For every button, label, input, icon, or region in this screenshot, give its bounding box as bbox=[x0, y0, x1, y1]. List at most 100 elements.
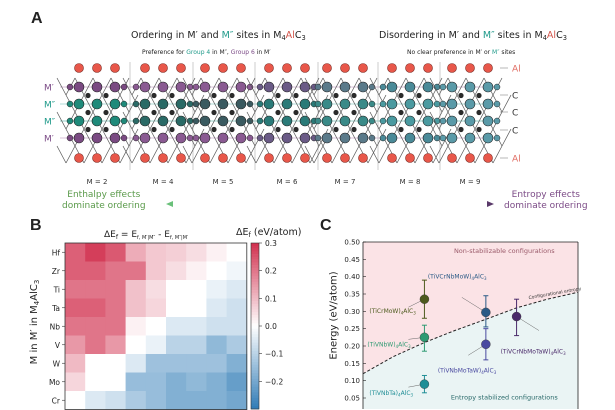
colorbar-segment bbox=[251, 303, 259, 307]
row-label: Mo bbox=[49, 378, 60, 387]
colorbar-segment bbox=[251, 281, 259, 285]
m-atom bbox=[281, 98, 293, 110]
heatmap-cell bbox=[226, 317, 248, 336]
heatmap-cell bbox=[145, 372, 167, 392]
m-atom bbox=[263, 81, 275, 93]
al-atom bbox=[264, 63, 274, 73]
c-atom bbox=[476, 92, 482, 99]
bond bbox=[331, 111, 342, 130]
bond bbox=[83, 77, 94, 96]
m-atom bbox=[339, 81, 351, 93]
configurational-entropy-curve bbox=[362, 291, 579, 375]
bond bbox=[367, 145, 378, 164]
colorbar-segment bbox=[251, 367, 259, 371]
colorbar-segment bbox=[251, 256, 259, 260]
y-tick-label: 0.30 bbox=[344, 308, 360, 316]
c-atom bbox=[476, 109, 482, 116]
m-atom bbox=[175, 81, 187, 93]
ordering-title: Ordering in M′ and M″ sites in M4AlC3 bbox=[131, 30, 306, 42]
m-atom bbox=[235, 115, 247, 127]
m-atom bbox=[464, 132, 476, 144]
colorbar-segment bbox=[251, 323, 259, 327]
m-atom bbox=[199, 98, 211, 110]
heatmap-cell bbox=[85, 317, 106, 336]
al-atom bbox=[176, 63, 186, 73]
m-atom bbox=[368, 117, 376, 125]
bond bbox=[456, 128, 467, 147]
m-atom bbox=[139, 81, 151, 93]
m-atom bbox=[404, 98, 416, 110]
colorbar-segment bbox=[251, 284, 259, 288]
bond bbox=[65, 145, 76, 164]
bond bbox=[349, 77, 360, 96]
bond bbox=[227, 145, 238, 164]
bond bbox=[101, 111, 112, 130]
m-atom bbox=[482, 132, 494, 144]
bond bbox=[291, 111, 302, 130]
c-atom bbox=[275, 126, 281, 133]
bond bbox=[456, 145, 467, 164]
structure-4 bbox=[246, 63, 329, 164]
y-tick-label: 0.35 bbox=[344, 291, 360, 299]
heatmap-cell bbox=[206, 298, 228, 318]
m-count-label: M = 4 bbox=[153, 178, 174, 186]
colorbar-segment bbox=[251, 312, 259, 316]
m-atom bbox=[482, 81, 494, 93]
bond bbox=[83, 128, 94, 147]
m-count-label: M = 7 bbox=[335, 178, 356, 186]
bond bbox=[83, 94, 94, 113]
heatmap-cell bbox=[125, 261, 147, 281]
bond bbox=[396, 94, 407, 113]
m-atom bbox=[281, 132, 293, 144]
bond bbox=[191, 145, 202, 164]
m-atom bbox=[91, 132, 103, 144]
bond bbox=[101, 145, 112, 164]
heatmap-cell bbox=[105, 280, 127, 299]
c-atom bbox=[333, 92, 339, 99]
m-atom bbox=[386, 132, 398, 144]
al-atom bbox=[74, 153, 84, 163]
c-atom bbox=[416, 126, 422, 133]
al-atom bbox=[465, 153, 475, 163]
m-atom bbox=[368, 134, 376, 142]
colorbar-segment bbox=[251, 276, 259, 280]
colorbar-segment bbox=[251, 386, 259, 390]
bond bbox=[227, 128, 238, 147]
heatmap-cell bbox=[186, 335, 207, 355]
heatmap-cell bbox=[186, 280, 207, 299]
m-atom bbox=[157, 81, 169, 93]
bond bbox=[182, 145, 193, 164]
m-atom bbox=[493, 83, 501, 91]
bond bbox=[304, 111, 315, 130]
m-atom bbox=[404, 81, 416, 93]
colorbar-tick-label: 0.3 bbox=[265, 239, 277, 248]
bond bbox=[456, 77, 467, 96]
m-atom bbox=[109, 98, 121, 110]
bond bbox=[149, 77, 160, 96]
heatmap-cell bbox=[85, 243, 106, 262]
colorbar-tick-label: 0.1 bbox=[265, 294, 277, 303]
m-atom bbox=[493, 134, 501, 142]
m-atom bbox=[109, 132, 121, 144]
heatmap-title: ΔEf = Ef, M′|M″ - Ef, M″|M′ bbox=[104, 230, 189, 241]
colorbar-segment bbox=[251, 262, 259, 266]
al-atom bbox=[483, 63, 493, 73]
bond bbox=[194, 128, 205, 147]
colorbar-segment bbox=[251, 353, 259, 357]
m-atom bbox=[446, 132, 458, 144]
data-point bbox=[481, 339, 491, 349]
m-atom bbox=[175, 115, 187, 127]
colorbar-segment bbox=[251, 259, 259, 263]
heatmap-cell bbox=[125, 354, 147, 373]
site-label-left: M″ bbox=[44, 101, 56, 111]
site-label-left: M′ bbox=[44, 135, 54, 145]
bond bbox=[83, 111, 94, 130]
heatmap-cell bbox=[226, 280, 248, 299]
bond bbox=[378, 145, 389, 164]
colorbar-segment bbox=[251, 295, 259, 299]
heatmap-cell bbox=[145, 243, 167, 262]
bond bbox=[246, 111, 257, 130]
enthalpy-entropy-arrow bbox=[166, 201, 494, 207]
bond bbox=[122, 145, 133, 164]
al-atom bbox=[322, 63, 332, 73]
